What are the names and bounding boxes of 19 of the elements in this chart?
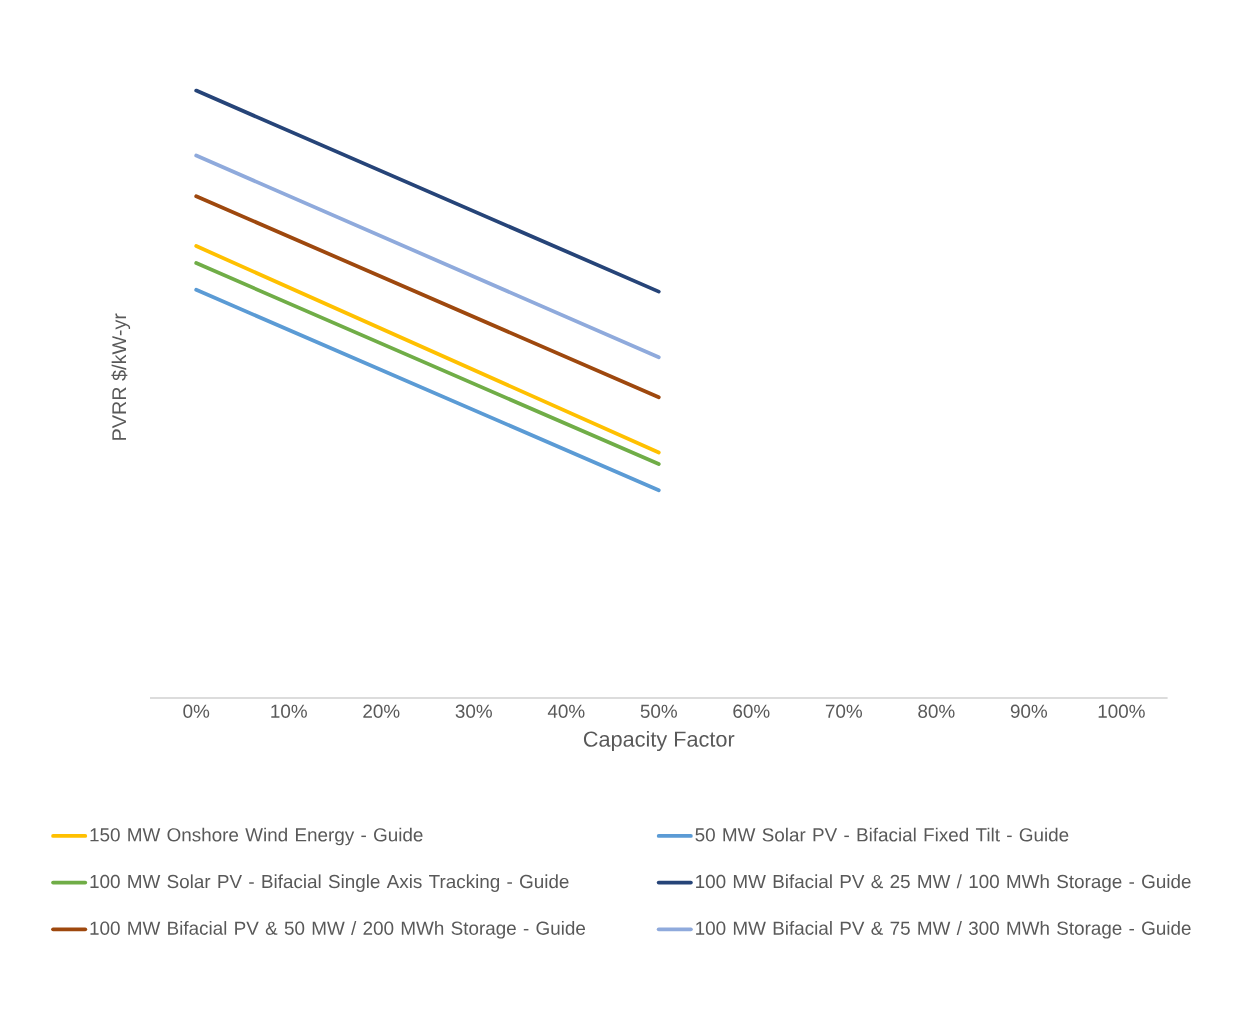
legend-label: 50 MW Solar PV - Bifacial Fixed Tilt - Guide <box>695 827 1069 842</box>
x-tick-label: 100% <box>1098 704 1145 718</box>
legend-label: 100 MW Bifacial PV & 75 MW / 300 MWh Storage - Guide <box>696 921 1191 939</box>
x-tick-label: 10% <box>271 704 307 718</box>
legend-label: 100 MW Solar PV - Bifacial Single Axis Tracking - Guide <box>90 874 569 892</box>
y-axis-title: PVRR $/kW-yr <box>111 313 131 440</box>
x-tick-label: 80% <box>918 704 955 718</box>
x-tick-label: 50% <box>640 704 677 718</box>
x-tick-label: 20% <box>363 704 400 718</box>
x-tick-label: 90% <box>1010 704 1048 718</box>
x-tick-label: 30% <box>455 704 492 718</box>
legend-label: 100 MW Bifacial PV & 50 MW / 200 MWh Storage - Guide <box>90 921 586 939</box>
legend-label: 100 MW Bifacial PV & 25 MW / 100 MWh Storage - Guide <box>696 874 1191 892</box>
x-axis-title: Capacity Factor <box>583 730 735 752</box>
x-tick-label: 70% <box>825 704 863 718</box>
x-tick-label: 60% <box>733 704 770 718</box>
x-tick-label: 0% <box>183 704 210 718</box>
legend-label: 150 MW Onshore Wind Energy - Guide <box>90 827 423 846</box>
x-tick-label: 40% <box>547 704 585 718</box>
